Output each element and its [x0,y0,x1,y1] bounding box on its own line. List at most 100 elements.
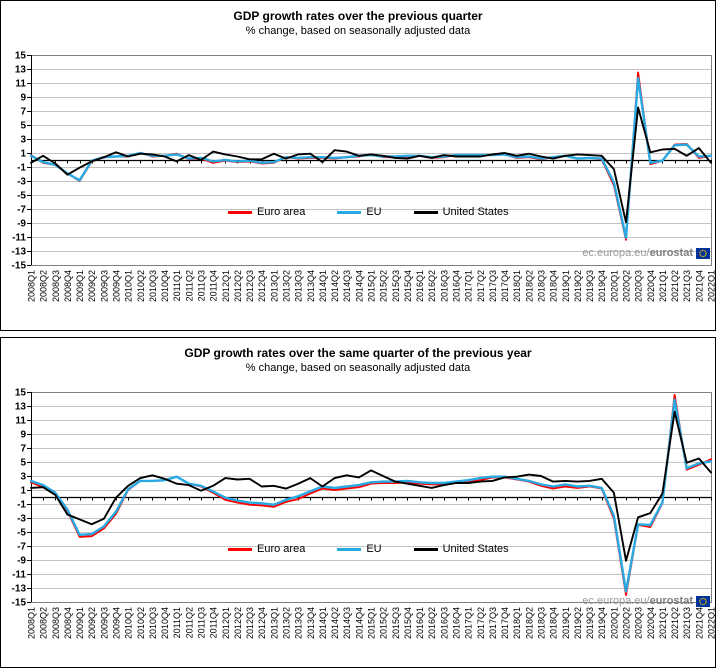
x-tick-label: 2012Q3 [245,270,255,302]
x-tick-label: 2009Q2 [87,607,97,639]
x-tick-label: 2016Q1 [415,607,425,639]
y-tick-label: 3 [20,135,26,146]
x-tick-label: 2011Q4 [209,270,219,301]
x-tick-label: 2012Q2 [233,607,243,639]
y-tick-label: -11 [12,570,26,581]
x-tick-label: 2020Q4 [646,270,656,302]
y-tick-label: 15 [15,388,27,399]
chart-title: GDP growth rates over the previous quart… [233,9,483,23]
x-axis [31,496,712,501]
x-tick-label: 2009Q2 [87,270,97,302]
x-tick-label: 2015Q4 [403,270,413,302]
legend-label-eu: EU [366,543,382,555]
x-tick-label: 2008Q3 [51,270,61,302]
x-tick-label: 2017Q1 [464,607,474,639]
x-tick-label: 2021Q2 [670,270,680,302]
watermark: ec.europa.eu/eurostat [582,247,710,259]
y-tick-label: 3 [20,472,26,483]
qoq-chart-panel: GDP growth rates over the previous quart… [0,0,716,331]
x-tick-label: 2012Q1 [221,270,231,302]
x-axis-labels: 2008Q1 2008Q2 2008Q3 2008Q4 2009Q1 2009Q2 2009… [27,270,716,302]
united-states-line [30,410,712,562]
x-tick-label: 2020Q3 [634,607,644,639]
y-tick-label: 1 [20,486,26,497]
y-tick-label: -7 [17,205,26,216]
x-tick-label: 2008Q2 [39,270,49,302]
legend-item-euro-area: Euro area [228,206,305,218]
eu-line-swatch [337,210,362,214]
x-tick-label: 2021Q2 [670,607,680,639]
y-axis: 15 13 11 9 7 5 3 1 -1 -3 -5 -7 -9 -11 -13 -15 [12,388,31,609]
x-tick-label: 2016Q1 [415,270,425,302]
legend-label-united-states: United States [442,543,509,555]
x-tick-label: 2008Q3 [51,607,61,639]
x-tick-label: 2011Q1 [172,607,182,638]
x-tick-label: 2010Q4 [160,270,170,302]
y-tick-label: -1 [17,500,26,511]
x-tick-label: 2010Q2 [136,270,146,302]
y-tick-label: -9 [17,219,26,230]
x-tick-label: 2008Q1 [27,607,37,639]
legend-label-euro-area: Euro area [257,543,306,555]
united-states-line [30,106,712,224]
euro-area-line-swatch [228,547,252,551]
watermark: ec.europa.eu/eurostat [582,595,710,607]
x-axis [31,159,712,164]
watermark-brand: eurostat [649,247,693,259]
x-tick-label: 2011Q3 [197,270,207,301]
x-tick-label: 2018Q4 [549,607,559,639]
x-tick-label: 2018Q3 [537,607,547,639]
x-tick-label: 2017Q2 [476,607,486,639]
x-tick-label: 2010Q1 [124,607,134,639]
x-tick-label: 2008Q1 [27,270,37,302]
x-tick-label: 2012Q1 [221,607,231,639]
y-tick-label: -3 [17,514,26,525]
y-tick-label: 11 [15,416,26,427]
x-tick-label: 2013Q4 [306,607,316,639]
legend-item-eu: EU [337,206,382,218]
y-tick-label: -5 [17,191,26,202]
x-tick-label: 2015Q4 [403,607,413,639]
x-tick-label: 2012Q2 [233,270,243,302]
x-tick-label: 2021Q3 [682,270,692,302]
y-tick-label: -5 [17,528,26,539]
y-tick-label: -1 [17,163,26,174]
x-tick-label: 2022Q1 [707,270,716,302]
united-states-line-swatch [413,210,438,214]
x-tick-label: 2010Q3 [148,607,158,639]
x-tick-label: 2021Q1 [658,607,668,639]
x-tick-label: 2017Q4 [500,270,510,302]
x-tick-label: 2014Q2 [330,607,340,639]
y-tick-label: 9 [20,430,26,441]
watermark-brand: eurostat [649,595,693,607]
x-tick-label: 2013Q2 [282,607,292,639]
y-tick-label: 13 [15,65,27,76]
y-tick-label: -13 [12,584,27,595]
x-tick-label: 2010Q4 [160,607,170,639]
x-tick-label: 2019Q4 [597,270,607,302]
y-tick-label: -13 [12,247,27,258]
eu-flag-icon [696,595,710,607]
x-tick-label: 2013Q1 [269,270,279,302]
x-tick-label: 2015Q3 [391,607,401,639]
x-tick-label: 2012Q4 [257,270,267,302]
legend-label-euro-area: Euro area [257,206,306,218]
x-tick-label: 2016Q3 [439,607,449,639]
x-tick-label: 2019Q1 [561,607,571,639]
x-tick-label: 2019Q4 [597,607,607,639]
y-tick-label: -15 [12,261,27,272]
x-tick-label: 2017Q2 [476,270,486,302]
x-tick-label: 2017Q4 [500,607,510,639]
x-tick-label: 2015Q1 [367,607,377,639]
watermark-prefix: ec.europa.eu/ [582,595,650,607]
x-tick-label: 2009Q3 [99,270,109,302]
x-tick-label: 2012Q3 [245,607,255,639]
x-tick-label: 2011Q2 [184,270,194,301]
x-tick-label: 2008Q2 [39,607,49,639]
x-tick-label: 2018Q1 [512,270,522,302]
united-states-line-swatch [413,547,438,551]
x-tick-label: 2013Q3 [294,607,304,639]
x-tick-label: 2019Q3 [585,607,595,639]
eu-line [29,398,713,593]
